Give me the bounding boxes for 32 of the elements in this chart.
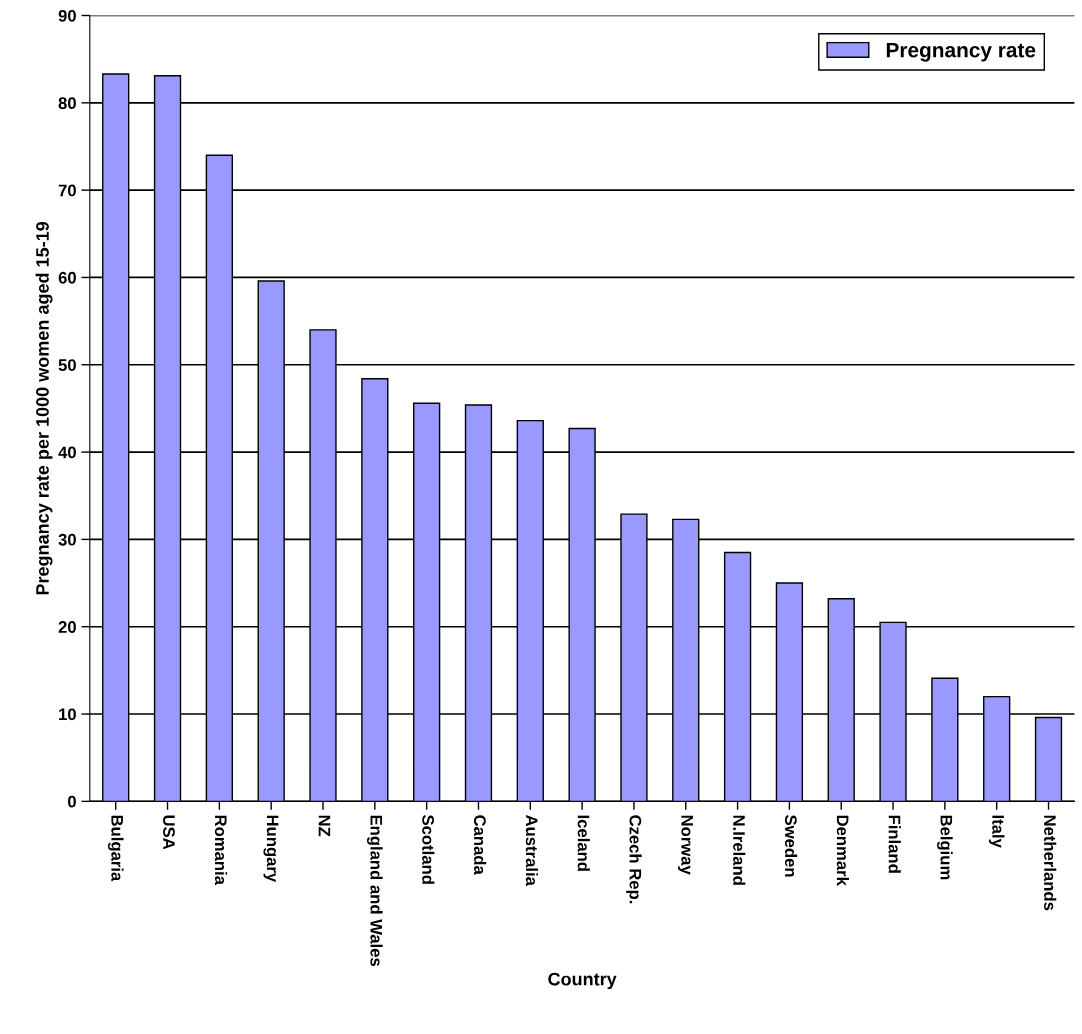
y-tick-label: 80 bbox=[58, 97, 76, 110]
y-tick-label: 50 bbox=[58, 359, 76, 371]
x-tick-label: Bulgaria bbox=[107, 815, 124, 882]
y-tick-label: 60 bbox=[58, 271, 76, 284]
y-axis-title: Pregnancy rate per 1000 women aged 15-19 bbox=[35, 221, 53, 595]
x-tick-label: Australia bbox=[525, 814, 539, 886]
y-tick-label: 40 bbox=[58, 446, 76, 459]
x-tick-label: USA bbox=[163, 815, 175, 850]
x-tick-label: Sweden bbox=[784, 815, 798, 877]
x-tick-label: Denmark bbox=[836, 815, 849, 886]
x-tick-label: Scotland bbox=[422, 815, 435, 884]
x-axis-title: Country bbox=[548, 972, 617, 990]
x-tick-label: Hungary bbox=[263, 815, 279, 883]
y-tick-label: 70 bbox=[58, 184, 76, 197]
x-tick-label: N.Ireland bbox=[733, 815, 746, 885]
x-tick-label: Italy bbox=[988, 815, 1005, 848]
x-tick-label: Iceland bbox=[577, 815, 590, 871]
y-tick-label: 90 bbox=[58, 9, 76, 22]
y-tick-label: 30 bbox=[58, 533, 76, 546]
x-tick-label: Romania bbox=[214, 815, 228, 886]
legend-label: Pregnancy rate bbox=[886, 42, 1036, 62]
x-tick-label: Netherlands bbox=[1044, 815, 1057, 911]
x-tick-label: Czech Rep. bbox=[626, 815, 642, 904]
x-tick-label: England and Wales bbox=[367, 815, 383, 967]
x-tick-label: NZ bbox=[318, 815, 331, 837]
y-tick-label: 20 bbox=[58, 621, 76, 633]
x-tick-label: Finland bbox=[888, 815, 901, 873]
y-tick-label: 10 bbox=[59, 708, 76, 721]
y-tick-label: 0 bbox=[68, 795, 76, 808]
x-tick-label: Norway bbox=[677, 815, 693, 875]
x-tick-label: Canada bbox=[474, 815, 487, 875]
x-tick-label: Belgium bbox=[937, 815, 953, 880]
